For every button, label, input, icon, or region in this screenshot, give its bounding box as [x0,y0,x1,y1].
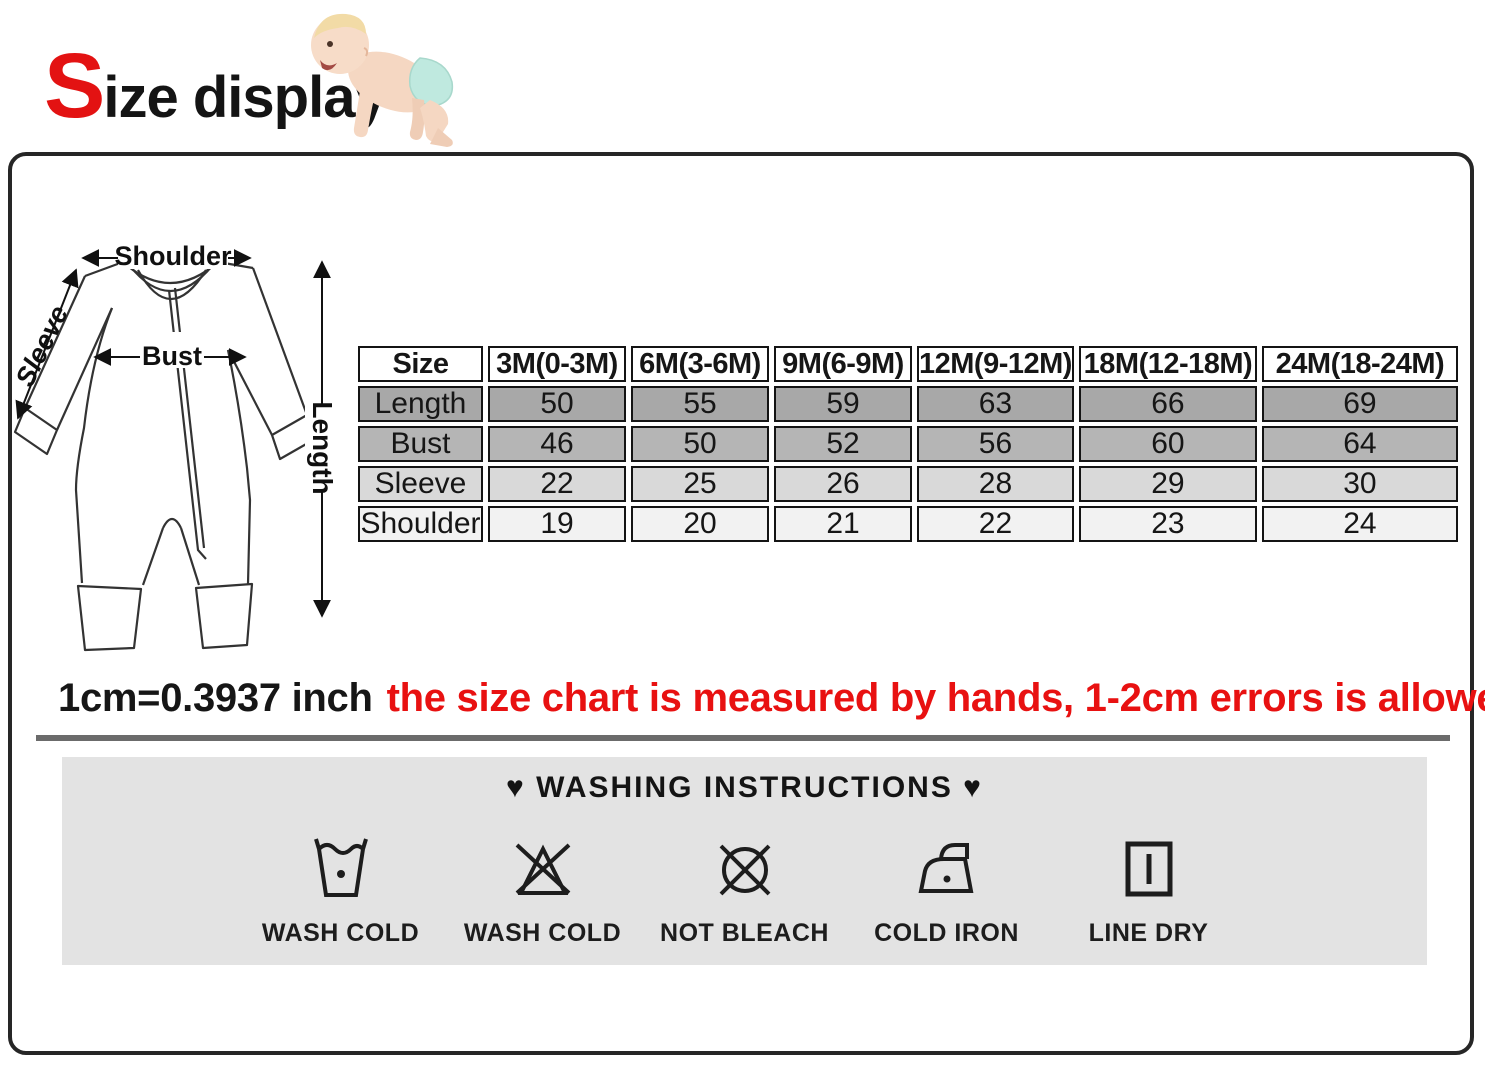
size-table: Size 3M(0-3M) 6M(3-6M) 9M(6-9M) 12M(9-12… [353,342,1463,546]
title-rest: ize display [103,65,386,130]
cell: 66 [1078,386,1257,422]
row-label: Length [358,386,483,422]
wash-tub-icon [313,838,368,897]
cell: 26 [774,466,912,502]
measurement-disclaimer: the size chart is measured by hands, 1-2… [386,676,1485,720]
line-dry-icon [1125,841,1172,897]
garment-measurement-diagram: Shoulder Sleeve Bust Length [10,241,339,652]
washing-item-label: WASH COLD [261,919,420,947]
header-cell: 12M(9-12M) [917,346,1074,382]
cell: 28 [917,466,1074,502]
cell: 59 [774,386,912,422]
cell: 25 [631,466,769,502]
cell: 30 [1261,466,1458,502]
cell: 50 [631,426,769,462]
washing-heading: ♥ WASHING INSTRUCTIONS ♥ [506,771,983,804]
washing-item-label: WASH COLD [463,919,622,947]
cell: 23 [1078,506,1257,542]
crossed-triangle-icon [515,843,570,895]
cm-inch-conversion: 1cm=0.3937 inch [58,676,373,720]
content-frame [8,152,1474,1055]
row-label: Bust [358,426,483,462]
cell: 29 [1078,466,1257,502]
header-cell: 24M(18-24M) [1261,346,1458,382]
cell: 52 [774,426,912,462]
length-label: Length [307,401,338,494]
row-label: Shoulder [358,506,483,542]
washing-item-label: LINE DRY [1088,919,1209,947]
table-row-shoulder: Shoulder 19 20 21 22 23 24 [358,506,1458,542]
baby-photo [311,13,454,147]
cell: 46 [488,426,626,462]
header-cell: 9M(6-9M) [774,346,912,382]
cell: 19 [488,506,626,542]
header-cell: 3M(0-3M) [488,346,626,382]
cell: 56 [917,426,1074,462]
sleeve-label: Sleeve [10,301,74,391]
cell: 24 [1261,506,1458,542]
header-cell: 6M(3-6M) [631,346,769,382]
romper-outline [13,260,317,652]
shoulder-label: Shoulder [114,241,231,271]
iron-icon [918,843,973,893]
cell: 63 [917,386,1074,422]
cell: 20 [631,506,769,542]
washing-item-label: NOT BLEACH [660,919,829,947]
washing-item: LINE DRY [1054,833,1244,948]
header-cell-size: Size [358,346,483,382]
washing-item-label: COLD IRON [874,919,1019,947]
washing-item: COLD IRON [852,833,1042,948]
crossed-circle-icon [719,844,770,896]
washing-item: WASH COLD [448,833,638,948]
washing-icons-row: WASH COLD WASH COLD NOT BLEACH [62,833,1427,948]
row-label: Sleeve [358,466,483,502]
table-row-bust: Bust 46 50 52 56 60 64 [358,426,1458,462]
cell: 64 [1261,426,1458,462]
table-row-sleeve: Sleeve 22 25 26 28 29 30 [358,466,1458,502]
bust-label: Bust [142,341,202,371]
header-cell: 18M(12-18M) [1078,346,1257,382]
table-header-row: Size 3M(0-3M) 6M(3-6M) 9M(6-9M) 12M(9-12… [358,346,1458,382]
washing-item: WASH COLD [246,833,436,948]
cell: 21 [774,506,912,542]
measurement-note: 1cm=0.3937 inch the size chart is measure… [58,676,1485,721]
title-initial: S [44,35,105,137]
cell: 55 [631,386,769,422]
cell: 22 [488,466,626,502]
baby-illustration [311,13,454,147]
divider [36,735,1450,741]
cell: 22 [917,506,1074,542]
cell: 69 [1261,386,1458,422]
cell: 60 [1078,426,1257,462]
cell: 50 [488,386,626,422]
table-row-length: Length 50 55 59 63 66 69 [358,386,1458,422]
washing-panel: ♥ WASHING INSTRUCTIONS ♥ WASH COLD WASH … [62,757,1427,965]
sleeve-arrow [15,268,79,420]
washing-item: NOT BLEACH [650,833,840,948]
